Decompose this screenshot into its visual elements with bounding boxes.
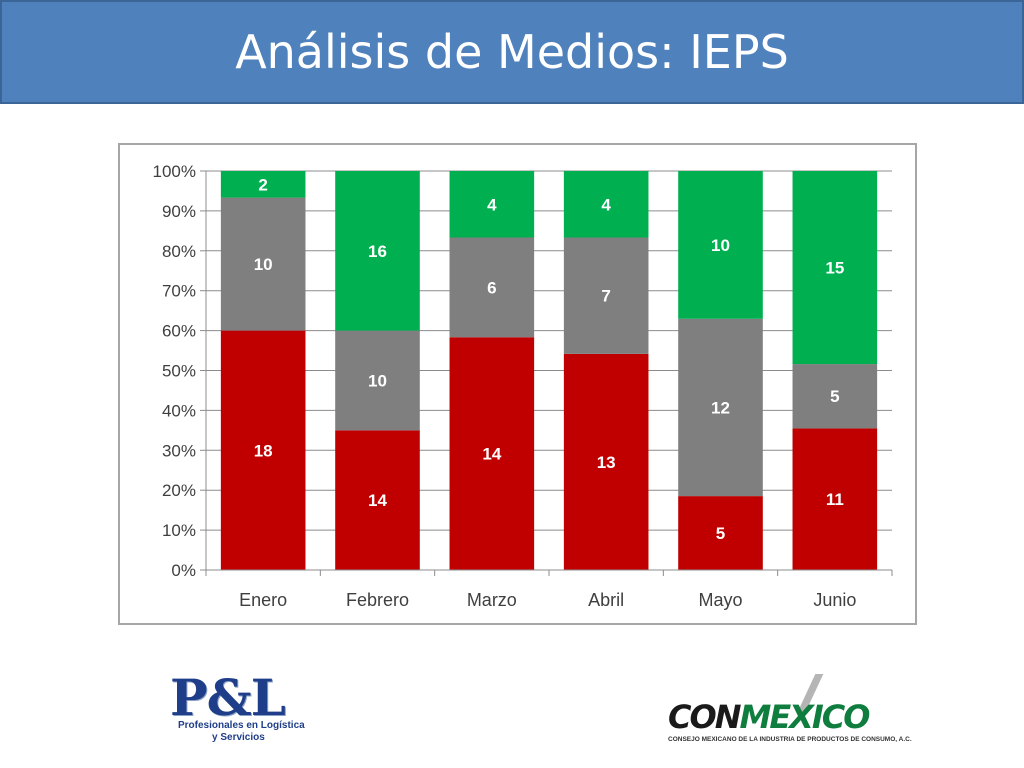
axis-layer: 0% 10% 20% 30% 40% 50% 60% 70% 80% 90% 100% Enero Fe… — [153, 162, 893, 610]
data-label: 14 — [368, 491, 387, 510]
x-tick-label: Enero — [239, 590, 287, 610]
data-label: 10 — [368, 371, 387, 390]
y-tick-label: 10% — [162, 521, 196, 540]
page-title: Análisis de Medios: IEPS — [235, 25, 789, 79]
data-label: 10 — [711, 236, 730, 255]
bar-segment — [449, 337, 535, 570]
y-tick-label: 60% — [162, 322, 196, 341]
grid-layer — [206, 170, 892, 571]
data-label: 11 — [826, 490, 844, 509]
data-label: 7 — [601, 287, 610, 306]
bar-segment — [335, 171, 420, 331]
bar-segment — [335, 330, 420, 431]
y-tick-label: 40% — [162, 401, 196, 420]
bar-segment — [335, 430, 420, 570]
data-label: 13 — [597, 453, 616, 472]
stacked-bar-chart: 18 10 2 14 10 16 14 6 4 13 7 4 5 12 10 11 5 15 0% 10% 20% 30… — [153, 162, 893, 610]
conmexico-con: CON — [668, 698, 741, 736]
x-tick-label: Marzo — [467, 590, 517, 610]
bar-segment — [792, 171, 878, 365]
data-label: 16 — [368, 242, 387, 261]
x-tick-label: Mayo — [698, 590, 742, 610]
data-label: 4 — [601, 195, 611, 214]
data-label: 4 — [487, 195, 497, 214]
data-label: 18 — [254, 441, 273, 460]
y-tick-label: 100% — [153, 162, 196, 181]
y-tick-label: 30% — [162, 441, 196, 460]
data-label: 5 — [830, 387, 839, 406]
bar-segment — [563, 353, 649, 570]
data-label: 12 — [711, 398, 730, 417]
data-label: 5 — [716, 524, 725, 543]
bars-layer — [220, 171, 878, 570]
conmexico-wordmark: CONMEXICO — [668, 698, 870, 736]
data-label: 6 — [487, 278, 496, 297]
bar-segment — [449, 237, 535, 338]
y-tick-label: 70% — [162, 282, 196, 301]
y-tick-label: 0% — [171, 561, 196, 580]
pl-logo-letters: P&L — [170, 668, 286, 727]
conmexico-subtitle: CONSEJO MEXICANO DE LA INDUSTRIA DE PROD… — [668, 736, 912, 743]
chart-frame: 18 10 2 14 10 16 14 6 4 13 7 4 5 12 10 11 5 15 0% 10% 20% 30… — [118, 143, 917, 625]
bar-segment — [563, 237, 649, 354]
bar-segment — [220, 171, 306, 198]
labels-layer: 18 10 2 14 10 16 14 6 4 13 7 4 5 12 10 11 5 15 — [254, 175, 845, 543]
pl-logo-line2: y Servicios — [212, 732, 265, 743]
bar-segment — [220, 197, 306, 331]
x-tick-label: Febrero — [346, 590, 409, 610]
bar-segment — [449, 171, 535, 238]
y-tick-label: 50% — [162, 362, 196, 381]
bar-segment — [678, 496, 763, 570]
title-bar: Análisis de Medios: IEPS — [0, 0, 1024, 104]
bar-segment — [678, 318, 763, 497]
bar-segment — [563, 171, 649, 238]
x-tick-label: Abril — [588, 590, 624, 610]
data-label: 2 — [258, 175, 267, 194]
y-tick-label: 90% — [162, 202, 196, 221]
x-tick-label: Junio — [813, 590, 856, 610]
bar-segment — [220, 330, 306, 570]
pl-logo: P&L Profesionales en Logística y Servici… — [168, 668, 308, 752]
y-tick-label: 80% — [162, 242, 196, 261]
pl-logo-line1: Profesionales en Logística — [178, 720, 305, 731]
y-tick-label: 20% — [162, 481, 196, 500]
conmexico-logo: CONMEXICO CONSEJO MEXICANO DE LA INDUSTR… — [666, 672, 912, 752]
data-label: 15 — [825, 259, 844, 278]
data-label: 10 — [254, 255, 273, 274]
bar-segment — [678, 171, 763, 319]
bar-segment — [792, 364, 878, 429]
data-label: 14 — [482, 445, 501, 464]
conmexico-mexico: MEXICO — [739, 698, 870, 736]
bar-segment — [792, 428, 878, 570]
